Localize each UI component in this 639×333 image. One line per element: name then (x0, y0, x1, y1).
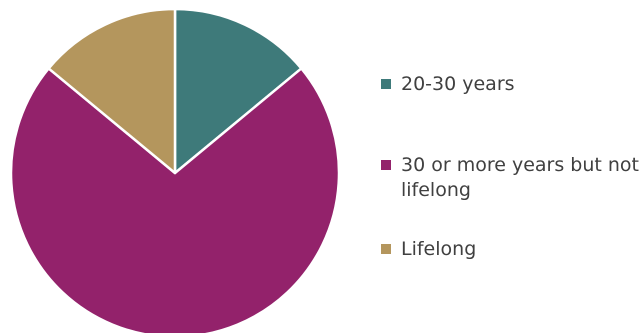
legend-item-30-or-more: 30 or more years but not lifelong (381, 153, 639, 203)
legend-label-lifelong: Lifelong (401, 238, 477, 260)
legend: 20-30 years 30 or more years but not lif… (381, 0, 639, 333)
legend-label-20-30-years: 20-30 years (401, 73, 515, 95)
pie-chart (9, 7, 341, 333)
pie-slice-lifelong (47, 7, 177, 175)
legend-swatch-20-30-years (381, 79, 391, 89)
legend-label-30-or-more: 30 or more years but not lifelong (401, 154, 639, 201)
legend-swatch-30-or-more (381, 160, 391, 170)
legend-item-20-30-years: 20-30 years (381, 72, 639, 97)
pie-slice-20-30-years (173, 7, 303, 175)
legend-swatch-lifelong (381, 244, 391, 254)
pie-slice-30-or-more-years-but-not-lifelong (9, 67, 341, 333)
legend-item-lifelong: Lifelong (381, 237, 639, 262)
